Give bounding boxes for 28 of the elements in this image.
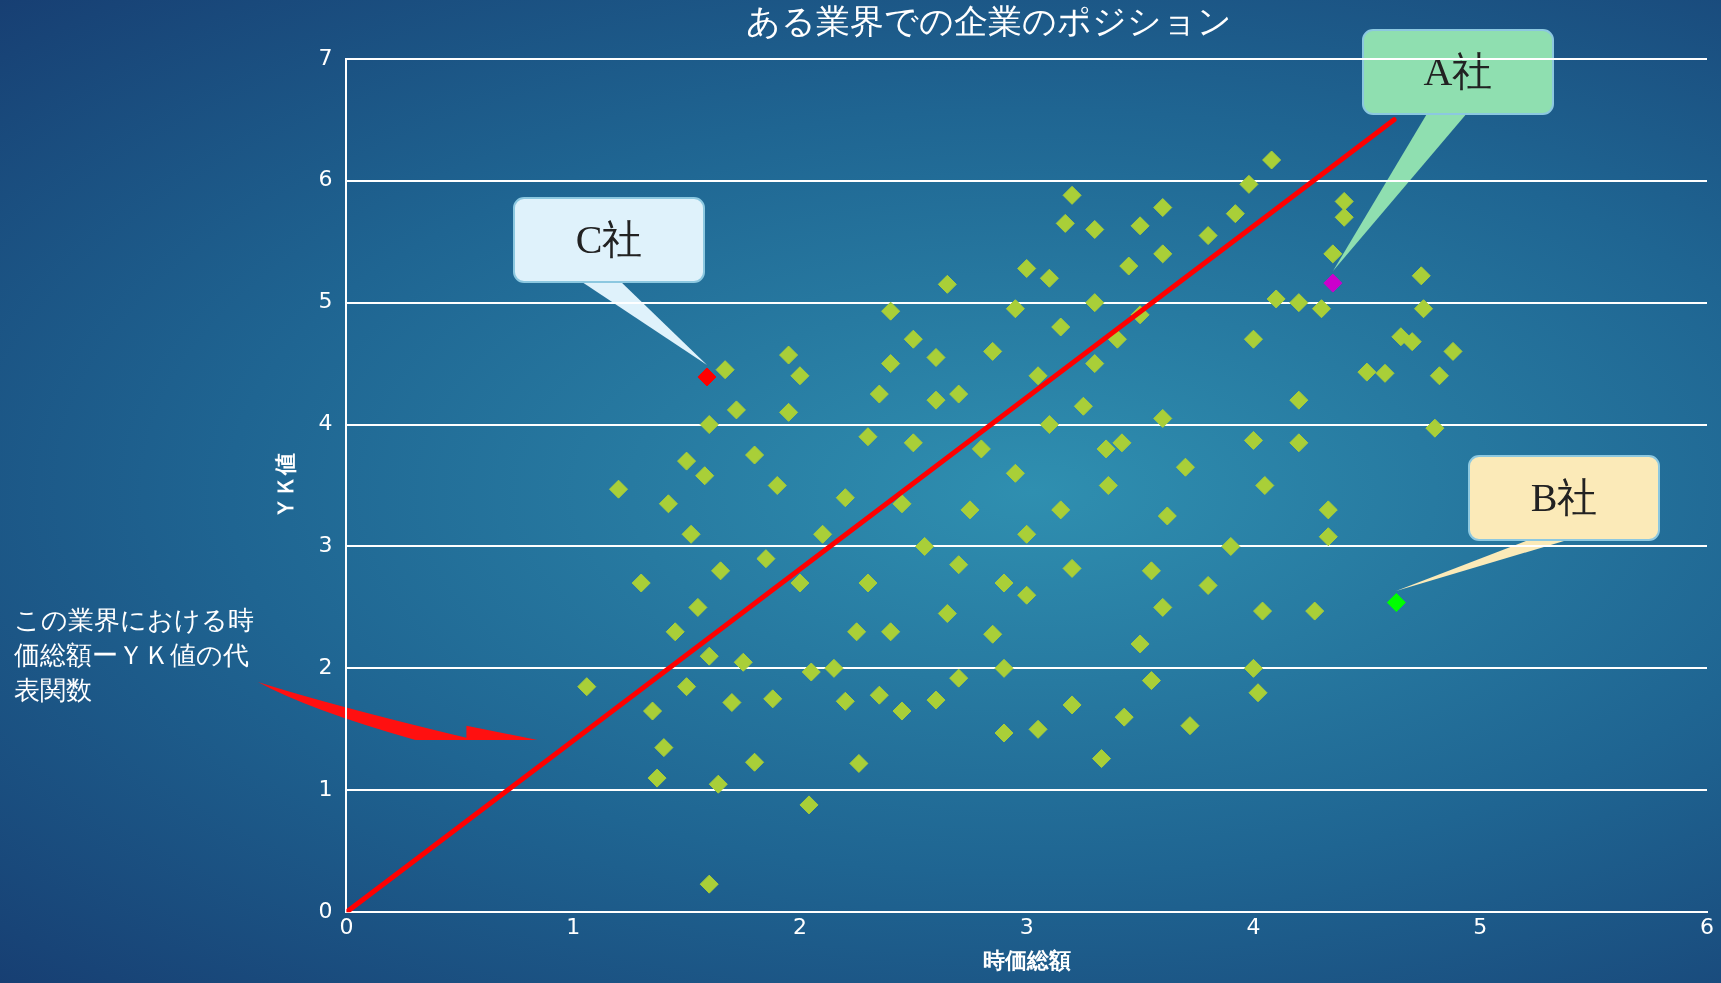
x-tick-label: 6 xyxy=(1700,914,1714,940)
y-tick-label: 4 xyxy=(318,410,333,436)
y-tick-label: 3 xyxy=(318,532,333,558)
x-tick-label: 5 xyxy=(1473,914,1488,940)
y-tick-label: 2 xyxy=(318,654,333,680)
annotation: B社 xyxy=(1530,475,1598,521)
x-tick-label: 3 xyxy=(1019,914,1034,940)
x-tick-label: 4 xyxy=(1246,914,1261,940)
speech-bubble: A社 xyxy=(1330,28,1555,286)
x-axis-title: 時価総額 xyxy=(982,947,1071,973)
x-tick-label: 1 xyxy=(566,914,581,940)
speech-bubble: B社 xyxy=(1394,453,1662,605)
annotation: C社 xyxy=(575,217,643,263)
y-tick-label: 6 xyxy=(318,166,333,192)
y-tick-label: 1 xyxy=(318,776,333,801)
x-tick-label: 0 xyxy=(339,914,354,940)
y-tick-label: 5 xyxy=(318,288,333,314)
y-axis-title: ＹＫ値 xyxy=(272,452,298,519)
chart-title: ある業界での企業のポジション xyxy=(745,1,1232,42)
speech-bubble: C社 xyxy=(511,196,709,379)
text: この業界における時価総額ーＹＫ値の代表関数 xyxy=(14,604,254,707)
point xyxy=(1323,273,1343,293)
annotation: A社 xyxy=(1423,49,1493,95)
point xyxy=(697,367,717,387)
point xyxy=(1386,593,1406,613)
y-tick-label: 7 xyxy=(318,44,333,70)
x-tick-label: 2 xyxy=(792,914,807,940)
y-tick-label: 0 xyxy=(318,897,333,923)
